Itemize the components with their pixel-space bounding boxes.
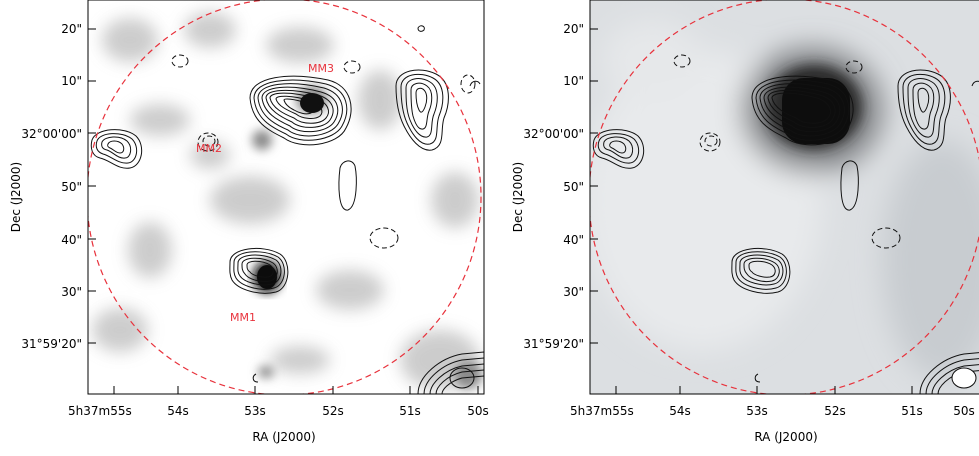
contours-left bbox=[90, 25, 484, 394]
panel-left-svg: 20" 10" 32°00'00" 50" 40" 30" 31°59'20" … bbox=[9, 0, 489, 444]
y-tick-label: 10" bbox=[563, 74, 584, 88]
panel-right: 20" 10" 32°00'00" 50" 40" 30" 31°59'20" … bbox=[502, 0, 979, 452]
y-tick-label: 32°00'00" bbox=[523, 127, 584, 141]
x-tick-label: 51s bbox=[399, 404, 421, 418]
ticks-right bbox=[590, 28, 913, 394]
y-tick-label: 50" bbox=[61, 180, 82, 194]
x-tick-label: 5h37m55s bbox=[570, 404, 634, 418]
negative-contours-left bbox=[171, 54, 476, 249]
y-tick-label: 31°59'20" bbox=[21, 337, 82, 351]
negative-contours-right bbox=[673, 54, 901, 249]
primary-beam-circle-left bbox=[88, 0, 482, 394]
plot-frame-right bbox=[589, 0, 979, 395]
core-mm3 bbox=[300, 93, 324, 113]
x-tick-label: 50s bbox=[953, 404, 975, 418]
image-right bbox=[590, 0, 979, 394]
y-tick-label: 20" bbox=[563, 22, 584, 36]
y-tick-label: 40" bbox=[61, 233, 82, 247]
panel-right-svg: 20" 10" 32°00'00" 50" 40" 30" 31°59'20" … bbox=[511, 0, 979, 444]
y-tick-label: 40" bbox=[563, 233, 584, 247]
ticks-left bbox=[88, 28, 479, 394]
y-axis-label: Dec (J2000) bbox=[9, 162, 23, 232]
y-axis-label: Dec (J2000) bbox=[511, 162, 525, 232]
x-tick-label: 54s bbox=[167, 404, 189, 418]
x-tick-label: 52s bbox=[322, 404, 344, 418]
x-tick-label: 54s bbox=[669, 404, 691, 418]
y-tick-label: 31°59'20" bbox=[523, 337, 584, 351]
y-tick-label: 30" bbox=[61, 285, 82, 299]
x-tick-label: 50s bbox=[467, 404, 489, 418]
source-label-mm2: MM2 bbox=[196, 142, 222, 155]
y-tick-label: 30" bbox=[563, 285, 584, 299]
x-tick-label: 53s bbox=[244, 404, 266, 418]
x-axis-label: RA (J2000) bbox=[754, 430, 817, 444]
y-tick-label: 50" bbox=[563, 180, 584, 194]
y-tick-label: 10" bbox=[61, 74, 82, 88]
x-tick-label: 53s bbox=[746, 404, 768, 418]
image-left bbox=[88, 0, 484, 394]
source-label-mm3: MM3 bbox=[308, 62, 334, 75]
y-tick-label: 32°00'00" bbox=[21, 127, 82, 141]
y-tick-label: 20" bbox=[61, 22, 82, 36]
panel-left: 20" 10" 32°00'00" 50" 40" 30" 31°59'20" … bbox=[0, 0, 490, 452]
x-tick-label: 5h37m55s bbox=[68, 404, 132, 418]
x-tick-label: 52s bbox=[824, 404, 846, 418]
x-axis-label: RA (J2000) bbox=[252, 430, 315, 444]
plot-frame-left bbox=[87, 0, 485, 395]
source-label-mm1: MM1 bbox=[230, 311, 256, 324]
x-tick-label: 51s bbox=[901, 404, 923, 418]
